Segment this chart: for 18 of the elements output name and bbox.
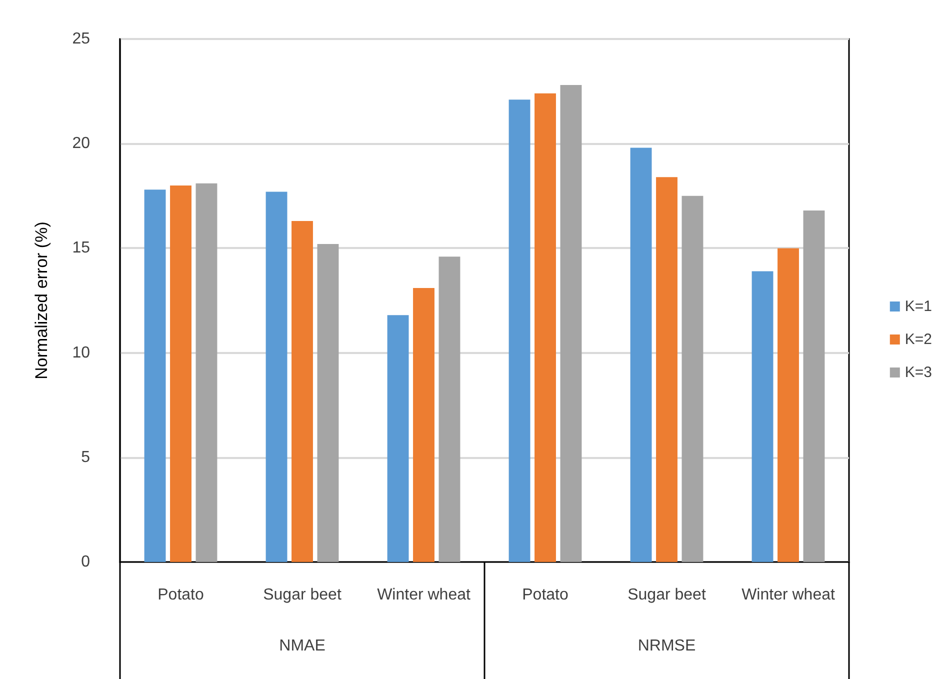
legend-label: K=1 — [904, 298, 932, 315]
legend-label: K=3 — [904, 364, 932, 381]
x-tick-label: Sugar beet — [263, 586, 342, 604]
y-tick-label: 0 — [81, 554, 90, 570]
x-tick-label: Winter wheat — [377, 586, 471, 604]
x-tick-label: Winter wheat — [742, 586, 836, 604]
y-tick-label: 5 — [81, 448, 90, 466]
text: NRMSE — [638, 638, 696, 654]
y-tick-label: 10 — [72, 344, 90, 362]
x-tick-label: Potato — [158, 586, 204, 604]
y-tick-label: 20 — [72, 135, 90, 152]
x-tick-label: Sugar beet — [628, 586, 706, 604]
text: NMAE — [279, 638, 326, 654]
y-tick-label: 25 — [72, 30, 90, 48]
x-tick-label: Potato — [522, 586, 568, 604]
legend-label: K=2 — [904, 331, 932, 348]
y-axis-title: Normalized error (%) — [32, 222, 51, 380]
y-tick-label: 15 — [72, 240, 90, 257]
